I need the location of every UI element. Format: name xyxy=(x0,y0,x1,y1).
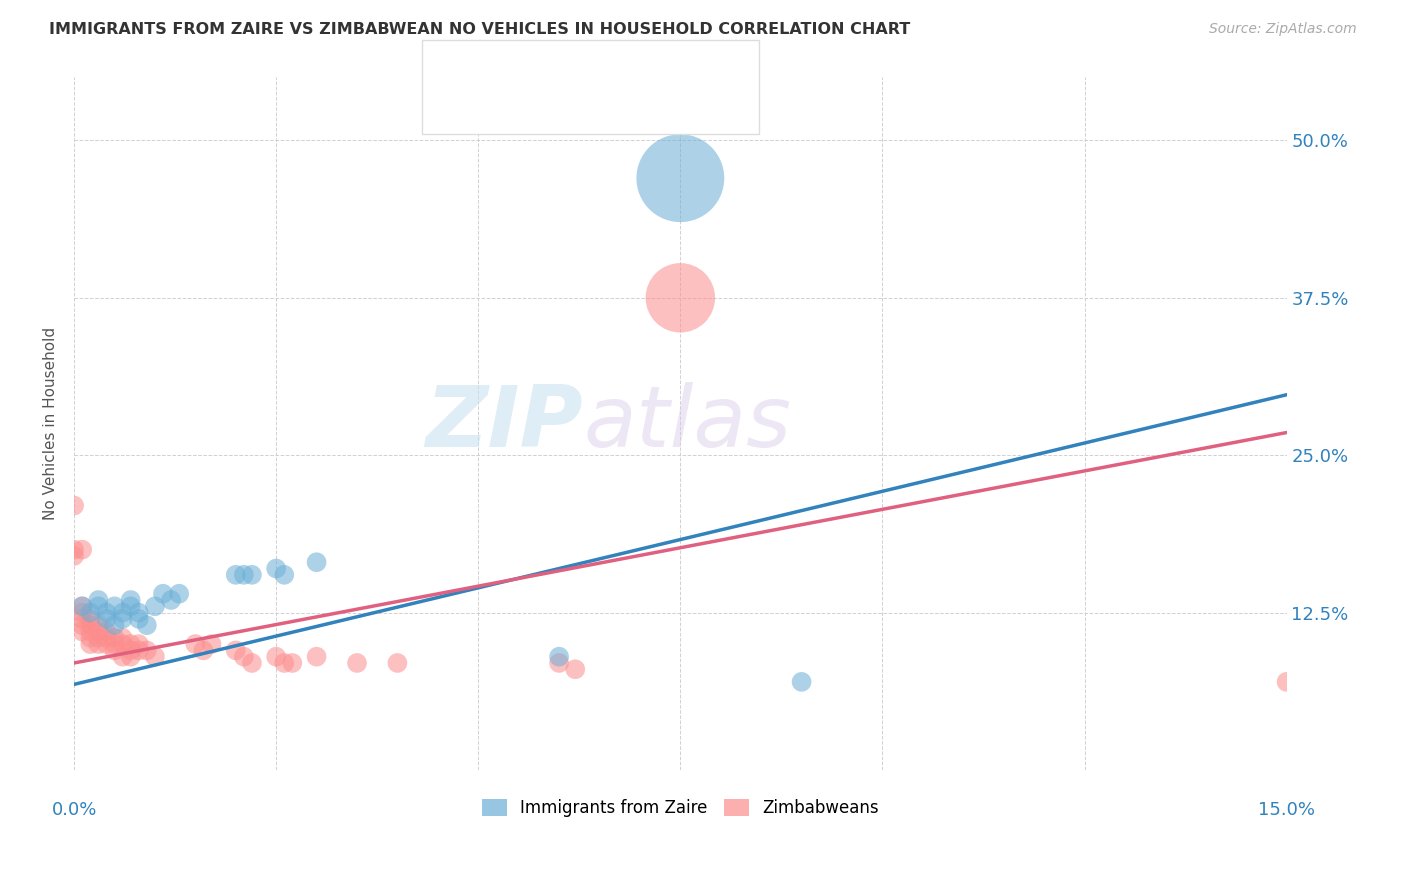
Point xyxy=(120,649,142,664)
Point xyxy=(548,649,571,664)
Point xyxy=(273,567,295,582)
Point xyxy=(87,624,110,639)
Point xyxy=(96,624,118,639)
Point xyxy=(135,618,157,632)
Point xyxy=(135,643,157,657)
Point xyxy=(70,618,93,632)
Point xyxy=(96,637,118,651)
Point xyxy=(87,637,110,651)
Point xyxy=(103,599,125,614)
Point xyxy=(120,593,142,607)
Point xyxy=(200,637,222,651)
Point xyxy=(264,649,287,664)
Point xyxy=(70,599,93,614)
Point xyxy=(281,656,304,670)
Text: atlas: atlas xyxy=(583,382,792,466)
Point xyxy=(564,662,586,676)
Text: N = 28: N = 28 xyxy=(606,56,673,74)
Point xyxy=(87,599,110,614)
Y-axis label: No Vehicles in Household: No Vehicles in Household xyxy=(44,327,58,520)
Point xyxy=(111,606,134,620)
Text: ZIP: ZIP xyxy=(426,382,583,466)
Point xyxy=(79,637,101,651)
Point xyxy=(387,656,409,670)
Point xyxy=(103,643,125,657)
Point xyxy=(128,643,150,657)
Point xyxy=(96,612,118,626)
Point xyxy=(240,656,263,670)
Point xyxy=(96,631,118,645)
Point xyxy=(128,606,150,620)
Point xyxy=(120,599,142,614)
Point xyxy=(103,637,125,651)
Text: Source: ZipAtlas.com: Source: ZipAtlas.com xyxy=(1209,22,1357,37)
Point xyxy=(240,567,263,582)
Point xyxy=(143,649,166,664)
Point xyxy=(70,624,93,639)
Legend: Immigrants from Zaire, Zimbabweans: Immigrants from Zaire, Zimbabweans xyxy=(475,792,886,824)
Text: IMMIGRANTS FROM ZAIRE VS ZIMBABWEAN NO VEHICLES IN HOUSEHOLD CORRELATION CHART: IMMIGRANTS FROM ZAIRE VS ZIMBABWEAN NO V… xyxy=(49,22,911,37)
Text: 15.0%: 15.0% xyxy=(1258,801,1315,819)
Point xyxy=(120,643,142,657)
Point xyxy=(111,637,134,651)
Point xyxy=(1275,674,1298,689)
Point xyxy=(232,649,254,664)
Point xyxy=(160,593,183,607)
Point xyxy=(63,542,86,557)
Point xyxy=(79,631,101,645)
Point xyxy=(273,656,295,670)
Point xyxy=(87,631,110,645)
Point xyxy=(548,656,571,670)
Text: N = 50: N = 50 xyxy=(606,92,673,110)
Point xyxy=(225,567,247,582)
Point xyxy=(63,499,86,513)
Point xyxy=(79,624,101,639)
Point xyxy=(87,618,110,632)
Point xyxy=(225,643,247,657)
Point xyxy=(79,618,101,632)
Point xyxy=(152,587,174,601)
Point xyxy=(305,649,328,664)
Text: R = 0.495: R = 0.495 xyxy=(479,92,578,110)
Point xyxy=(79,612,101,626)
Point xyxy=(103,618,125,632)
Point xyxy=(264,561,287,575)
Point xyxy=(96,606,118,620)
Point xyxy=(128,637,150,651)
Point xyxy=(669,291,692,305)
Point xyxy=(111,649,134,664)
Point xyxy=(87,593,110,607)
Point xyxy=(193,643,215,657)
Text: R = 0.564: R = 0.564 xyxy=(479,56,578,74)
Point xyxy=(103,631,125,645)
Point xyxy=(128,612,150,626)
Point xyxy=(63,549,86,563)
Point xyxy=(70,606,93,620)
Point xyxy=(790,674,813,689)
Point xyxy=(184,637,207,651)
Point xyxy=(70,542,93,557)
Point xyxy=(167,587,190,601)
Point xyxy=(669,171,692,186)
Point xyxy=(232,567,254,582)
Point xyxy=(120,637,142,651)
Point xyxy=(346,656,368,670)
Text: 0.0%: 0.0% xyxy=(52,801,97,819)
Point xyxy=(111,631,134,645)
Point xyxy=(70,612,93,626)
Point xyxy=(143,599,166,614)
Point xyxy=(79,606,101,620)
Point xyxy=(111,612,134,626)
Point xyxy=(70,599,93,614)
Point xyxy=(305,555,328,569)
